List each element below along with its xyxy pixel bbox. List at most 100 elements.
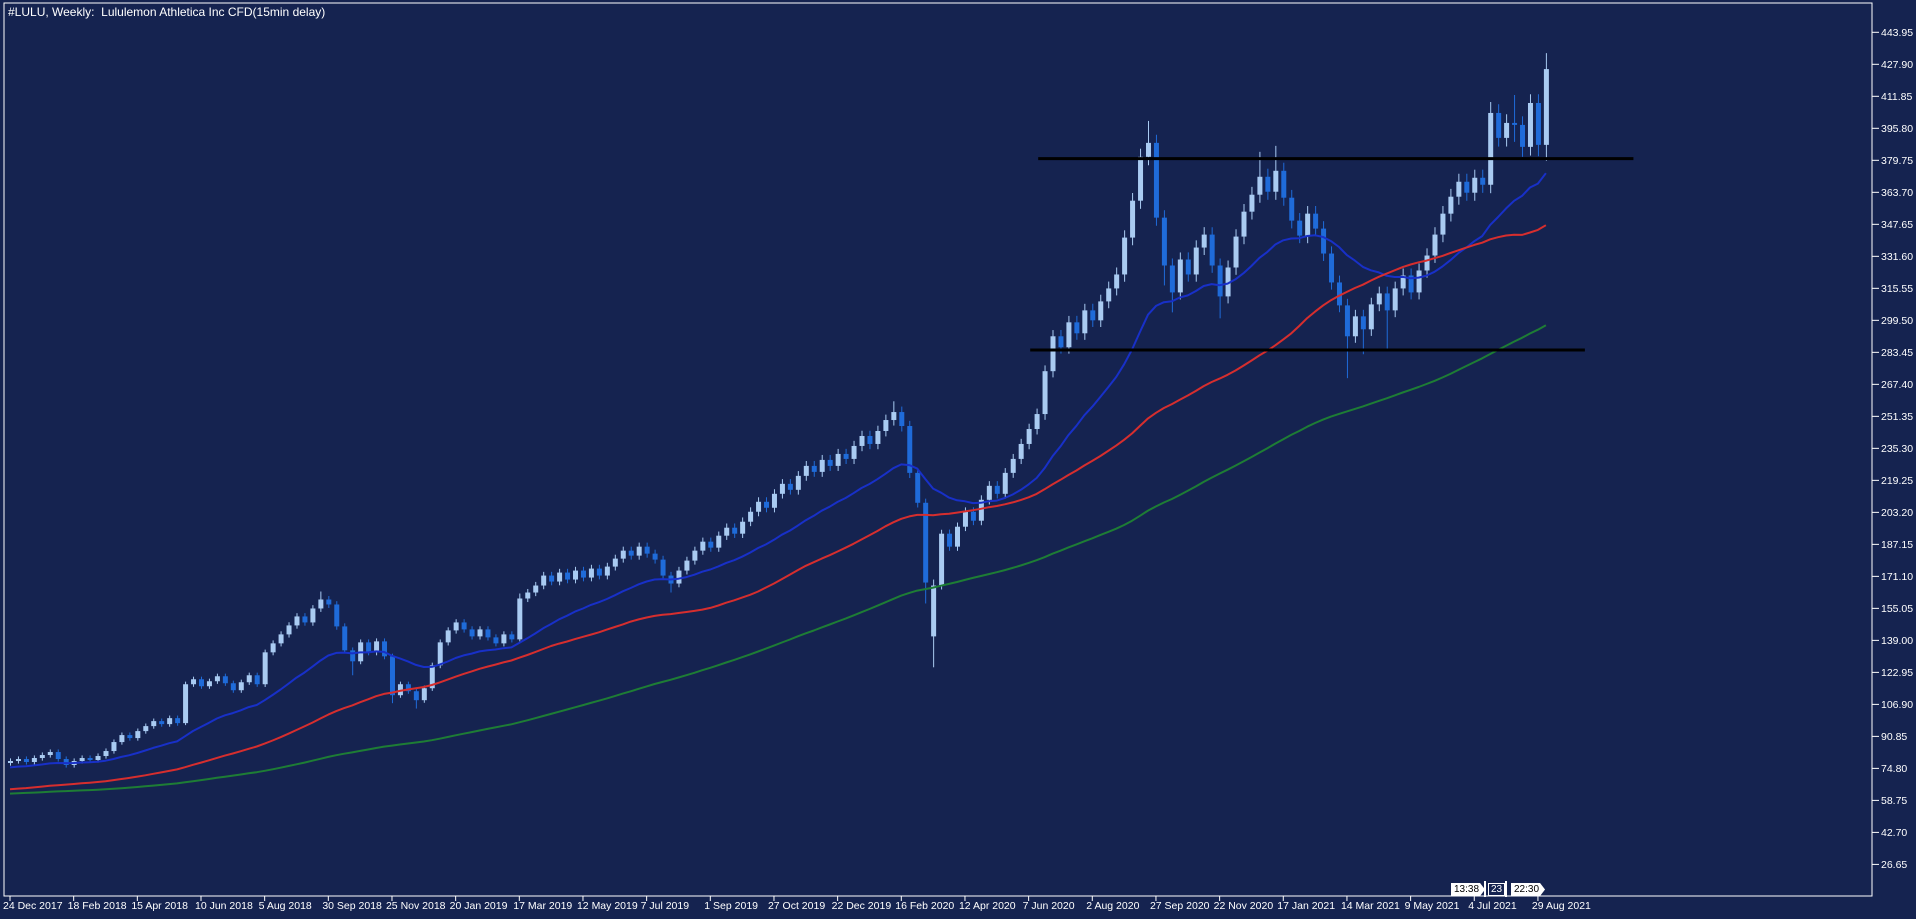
candle-body: [1185, 259, 1191, 275]
candle-body: [501, 634, 507, 644]
candle-body: [1504, 122, 1510, 138]
candle-body: [230, 683, 236, 691]
time-badge-day-label: 23: [1491, 884, 1503, 895]
candle-body: [939, 533, 945, 586]
candle-body: [1352, 316, 1358, 337]
price-label: 283.45: [1881, 347, 1913, 359]
candles-layer: [8, 53, 1549, 768]
candle-body: [1074, 322, 1080, 334]
candle-body: [1520, 124, 1526, 147]
candle-body: [1456, 181, 1462, 197]
price-label: 443.95: [1881, 27, 1913, 39]
candle-body: [23, 759, 29, 763]
candle-body: [1488, 112, 1494, 185]
ma-mid-red-line[interactable]: [9, 224, 1547, 791]
candle-body: [151, 721, 157, 727]
candle-body: [485, 629, 491, 638]
time-badge-open[interactable]: 13:38: [1451, 883, 1485, 896]
candle-body: [1384, 293, 1390, 311]
candle-body: [525, 592, 531, 599]
candle-body: [1018, 443, 1024, 459]
candle-body: [1360, 316, 1366, 330]
candle-body: [198, 679, 204, 687]
candle-body: [708, 541, 714, 548]
candle-body: [262, 652, 268, 685]
candle-body: [724, 527, 730, 536]
candle-body: [191, 679, 197, 685]
candle-body: [103, 751, 109, 757]
candle-body: [803, 465, 809, 476]
candle-body: [1257, 176, 1263, 195]
candle-body: [286, 625, 292, 635]
candle-body: [660, 559, 666, 576]
candle-body: [811, 465, 817, 472]
candle-body: [907, 426, 913, 473]
candle-body: [318, 599, 324, 609]
candle-body: [955, 526, 961, 547]
price-label: 106.90: [1881, 699, 1913, 711]
candle-body: [843, 453, 849, 459]
candle-body: [1480, 177, 1486, 185]
trendlines-layer: [1030, 157, 1634, 352]
candle-body: [238, 682, 244, 691]
candle-body: [827, 459, 833, 466]
candle-body: [294, 616, 300, 626]
candle-body: [1209, 234, 1215, 266]
candle-body: [1098, 301, 1104, 321]
price-label: 155.05: [1881, 603, 1913, 615]
time-label: 1 Sep 2019: [704, 900, 758, 912]
price-label: 395.80: [1881, 123, 1913, 135]
candle-body: [867, 435, 873, 444]
time-badge-close-label: 22:30: [1514, 884, 1540, 895]
candle-body: [334, 604, 340, 627]
candle-body: [883, 420, 889, 432]
candle-body: [787, 483, 793, 490]
candle-body: [931, 585, 937, 637]
time-label: 10 Jun 2018: [195, 900, 253, 912]
candle-body: [1281, 170, 1287, 198]
candle-body: [1114, 274, 1120, 289]
time-badge-day[interactable]: 23: [1488, 883, 1506, 896]
time-badge-close[interactable]: 22:30: [1511, 883, 1545, 896]
candle-body: [835, 453, 841, 466]
price-label: 58.75: [1881, 795, 1907, 807]
candle-body: [1026, 429, 1032, 444]
candle-body: [1527, 102, 1533, 147]
ma-fast-blue-line[interactable]: [9, 172, 1547, 769]
candle-body: [915, 472, 921, 503]
candle-body: [1130, 200, 1136, 238]
candle-body: [740, 521, 746, 534]
ma-slow-green-line[interactable]: [9, 324, 1547, 795]
candle-body: [477, 629, 483, 637]
candle-body: [1058, 336, 1064, 348]
candle-body: [1313, 213, 1319, 229]
price-label: 251.35: [1881, 411, 1913, 423]
candle-body: [994, 485, 1000, 494]
axis-separator-tick: [1505, 881, 1507, 897]
time-label: 29 Aug 2021: [1532, 900, 1591, 912]
time-label: 20 Jan 2019: [450, 900, 508, 912]
price-label: 379.75: [1881, 155, 1913, 167]
candle-body: [899, 412, 905, 427]
candle-body: [47, 752, 53, 756]
candle-body: [1376, 293, 1382, 305]
candle-body: [111, 742, 117, 752]
candle-body: [549, 575, 555, 582]
time-label: 18 Feb 2018: [68, 900, 127, 912]
axis-separator-tick: [1484, 881, 1486, 897]
candle-body: [1042, 371, 1048, 415]
price-label: 331.60: [1881, 251, 1913, 263]
time-label: 5 Aug 2018: [259, 900, 312, 912]
candle-body: [533, 585, 539, 593]
candle-body: [676, 570, 682, 584]
price-label: 427.90: [1881, 59, 1913, 71]
candle-body: [1177, 259, 1183, 293]
candle-body: [1153, 142, 1159, 218]
time-label: 2 Aug 2020: [1086, 900, 1139, 912]
candle-body: [87, 758, 93, 761]
candle-body: [541, 575, 547, 586]
time-label: 9 May 2021: [1405, 900, 1460, 912]
candle-body: [374, 641, 380, 653]
